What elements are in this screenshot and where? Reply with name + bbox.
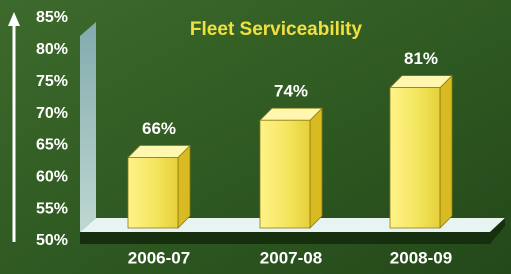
bar-side xyxy=(310,108,322,228)
value-label: 66% xyxy=(142,119,176,138)
y-tick-label: 60% xyxy=(36,169,68,186)
y-tick-label: 85% xyxy=(36,9,68,26)
x-tick-label: 2006-07 xyxy=(128,248,190,267)
chart: Fleet Serviceability 50% 55% 60% 65% 70% 75% 8… xyxy=(0,0,511,274)
value-label: 74% xyxy=(274,82,308,101)
y-tick-label: 50% xyxy=(36,232,68,249)
y-tick-label: 55% xyxy=(36,200,68,217)
bar xyxy=(128,145,190,228)
bar xyxy=(390,76,452,228)
y-tick-label: 70% xyxy=(36,105,68,122)
bar-front xyxy=(260,120,310,228)
bar-front xyxy=(128,157,178,228)
x-tick-label: 2007-08 xyxy=(260,248,322,267)
bar-side xyxy=(178,145,190,228)
bar xyxy=(260,108,322,228)
value-label: 81% xyxy=(404,49,438,68)
y-tick-label: 65% xyxy=(36,137,68,154)
y-tick-label: 80% xyxy=(36,41,68,58)
chart-title: Fleet Serviceability xyxy=(190,19,363,40)
bar-front xyxy=(390,88,440,228)
y-tick-label: 75% xyxy=(36,73,68,90)
page: {"chart_data": {"type": "bar", "title": … xyxy=(0,0,511,274)
x-tick-label: 2008-09 xyxy=(390,248,452,267)
back-wall xyxy=(80,22,96,232)
bar-side xyxy=(440,76,452,228)
